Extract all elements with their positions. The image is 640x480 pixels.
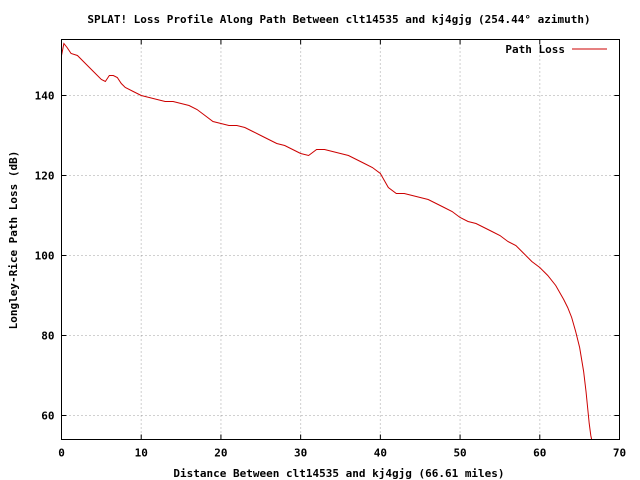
y-tick-label: 80 bbox=[41, 330, 54, 343]
x-axis-label: Distance Between clt14535 and kj4gjg (66… bbox=[173, 467, 504, 480]
y-tick-label: 60 bbox=[41, 410, 54, 423]
x-tick-label: 30 bbox=[294, 447, 307, 460]
chart-title: SPLAT! Loss Profile Along Path Between c… bbox=[87, 13, 590, 26]
x-tick-label: 60 bbox=[533, 447, 546, 460]
y-axis-label: Longley-Rice Path Loss (dB) bbox=[7, 151, 20, 330]
x-tick-label: 0 bbox=[58, 447, 65, 460]
x-tick-label: 70 bbox=[613, 447, 626, 460]
y-tick-label: 140 bbox=[35, 90, 55, 103]
x-tick-label: 40 bbox=[374, 447, 387, 460]
axis-ticks: 0 10 20 30 40 50 60 70 60 80 100 120 140 bbox=[35, 39, 626, 460]
x-tick-label: 10 bbox=[135, 447, 148, 460]
x-tick-label: 50 bbox=[453, 447, 466, 460]
legend-label: Path Loss bbox=[505, 43, 565, 56]
legend: Path Loss bbox=[505, 43, 607, 56]
y-tick-label: 120 bbox=[35, 170, 55, 183]
grid-lines bbox=[61, 39, 620, 440]
plot-frame bbox=[61, 39, 620, 440]
x-tick-label: 20 bbox=[214, 447, 227, 460]
y-tick-label: 100 bbox=[35, 250, 55, 263]
path-loss-line bbox=[61, 42, 593, 440]
series-layer bbox=[61, 42, 593, 440]
